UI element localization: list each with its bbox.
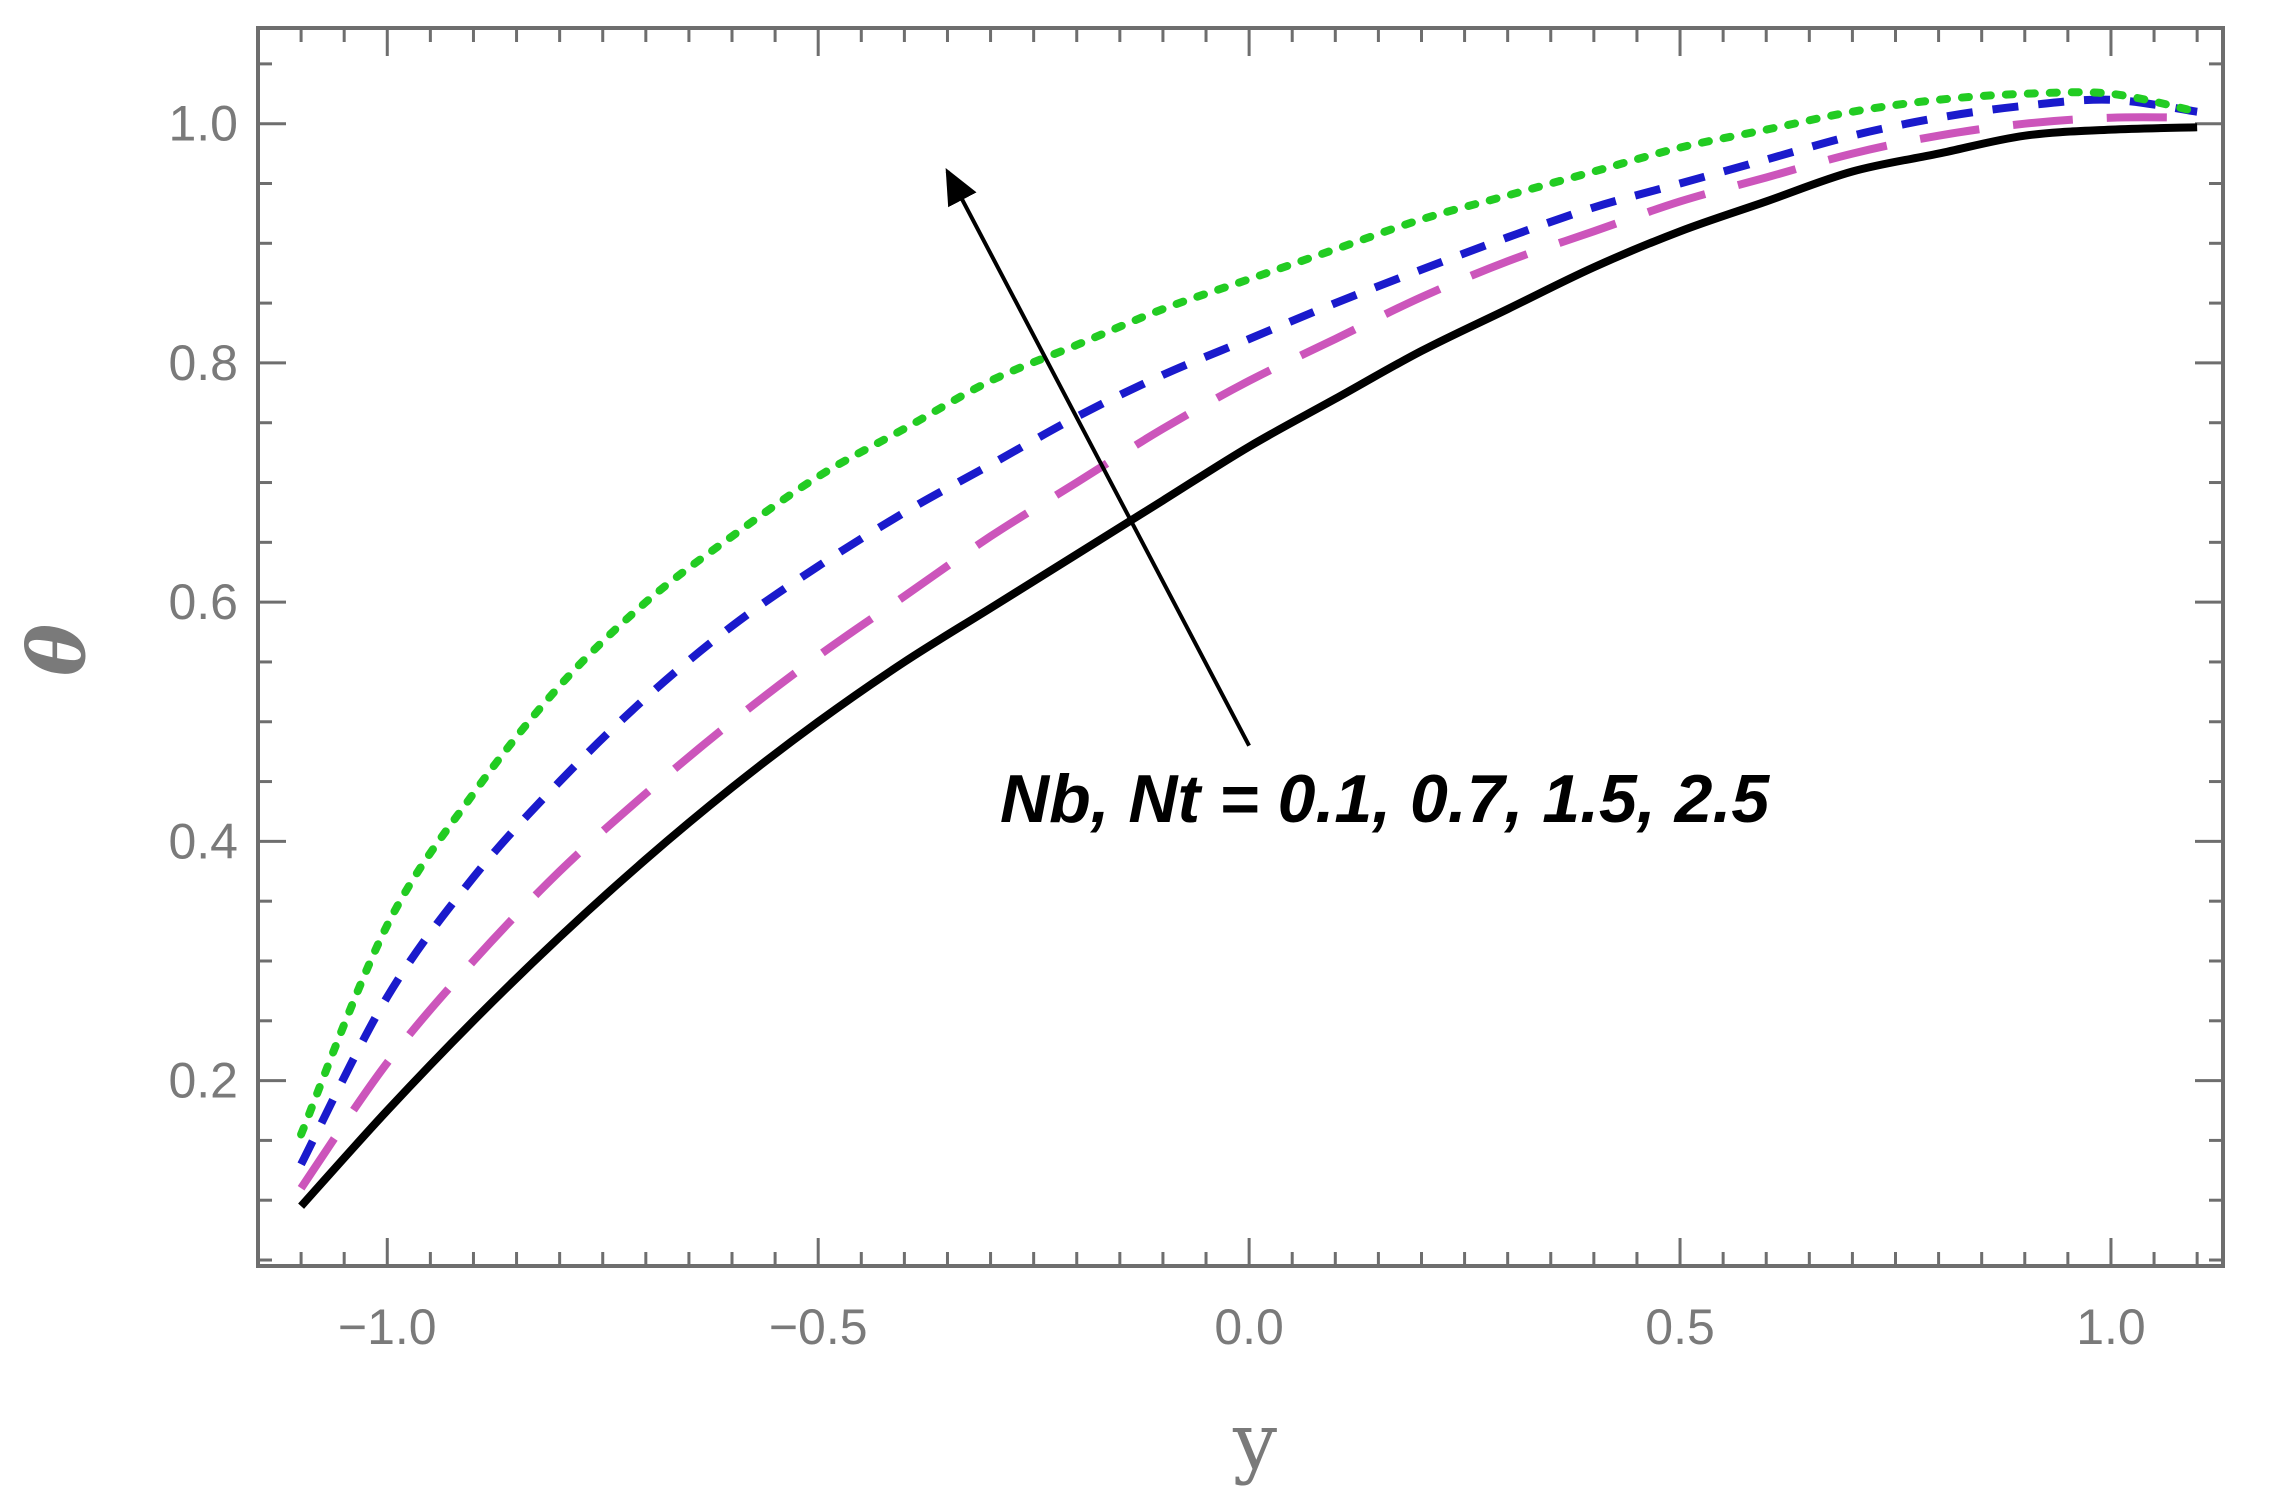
x-tick-label: −1.0 [338, 1299, 437, 1355]
x-tick-label: −0.5 [769, 1299, 868, 1355]
annotation-label: Nb, Nt = 0.1, 0.7, 1.5, 2.5 [1000, 761, 1770, 837]
y-tick-label: 1.0 [168, 96, 238, 152]
series-line-4 [297, 88, 2202, 1139]
y-tick-label: 0.6 [168, 574, 238, 630]
x-axis-title: y [1232, 1397, 1277, 1487]
x-tick-label: 1.0 [2076, 1299, 2146, 1355]
annotation-arrow [945, 167, 1251, 747]
series-line-2 [297, 113, 2198, 1191]
axis-ticks [258, 28, 2223, 1266]
y-tick-label: 0.4 [168, 813, 238, 869]
data-series [297, 88, 2202, 1209]
x-tick-label: 0.5 [1645, 1299, 1715, 1355]
series-line-1 [298, 123, 2198, 1209]
annotation: Nb, Nt = 0.1, 0.7, 1.5, 2.5 [945, 167, 1770, 837]
y-axis-title: θ [12, 624, 103, 676]
series-line-3 [297, 95, 2198, 1167]
y-tick-label: 0.2 [168, 1053, 238, 1109]
plot-frame [256, 26, 2225, 1268]
x-tick-label: 0.0 [1214, 1299, 1284, 1355]
y-tick-label: 0.8 [168, 335, 238, 391]
axis-tick-labels: −1.0 −0.5 0.0 0.5 1.0 0.2 0.4 0.6 0.8 1.0 [168, 96, 2145, 1355]
